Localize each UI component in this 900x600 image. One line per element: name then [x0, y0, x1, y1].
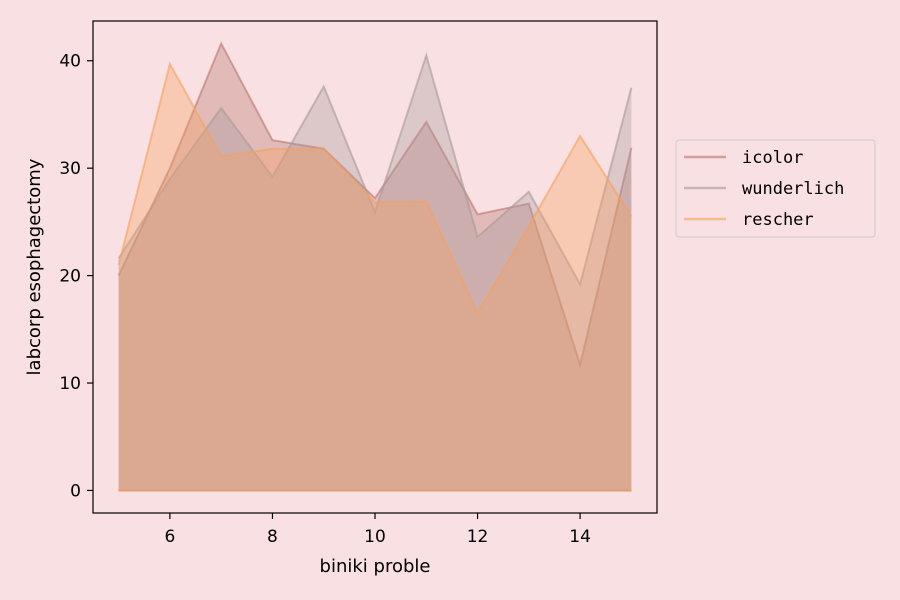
y-tick-label-30: 30	[59, 159, 81, 179]
y-axis-title: labcorp esophagectomy	[24, 158, 45, 375]
x-tick-label-8: 8	[267, 527, 278, 547]
y-axis: 0 10 20 30 40	[59, 52, 93, 501]
series-layer	[117, 41, 633, 492]
series-line-wunderlich	[117, 51, 633, 287]
x-axis-title: biniki proble	[320, 556, 431, 577]
legend-label-icolor: icolor	[742, 148, 803, 168]
area-fill-rescher	[118, 63, 632, 491]
y-tick-label-40: 40	[59, 52, 81, 72]
legend-label-wunderlich: wunderlich	[742, 179, 844, 199]
y-tick-label-0: 0	[70, 481, 81, 501]
legend: icolor wunderlich rescher	[675, 139, 876, 238]
x-tick-label-14: 14	[569, 527, 591, 547]
area-fill-wunderlich	[118, 55, 632, 491]
series-line-icolor	[117, 41, 633, 369]
x-tick-label-12: 12	[467, 527, 489, 547]
series-line-rescher	[117, 61, 633, 316]
y-tick-label-10: 10	[59, 374, 81, 394]
area-fill-icolor	[118, 43, 632, 491]
legend-box	[675, 139, 876, 238]
x-tick-label-10: 10	[364, 527, 386, 547]
x-axis: 6 8 10 12 14	[164, 513, 591, 547]
y-tick-label-20: 20	[59, 267, 81, 287]
legend-label-rescher: rescher	[742, 210, 814, 230]
x-tick-label-6: 6	[164, 527, 175, 547]
